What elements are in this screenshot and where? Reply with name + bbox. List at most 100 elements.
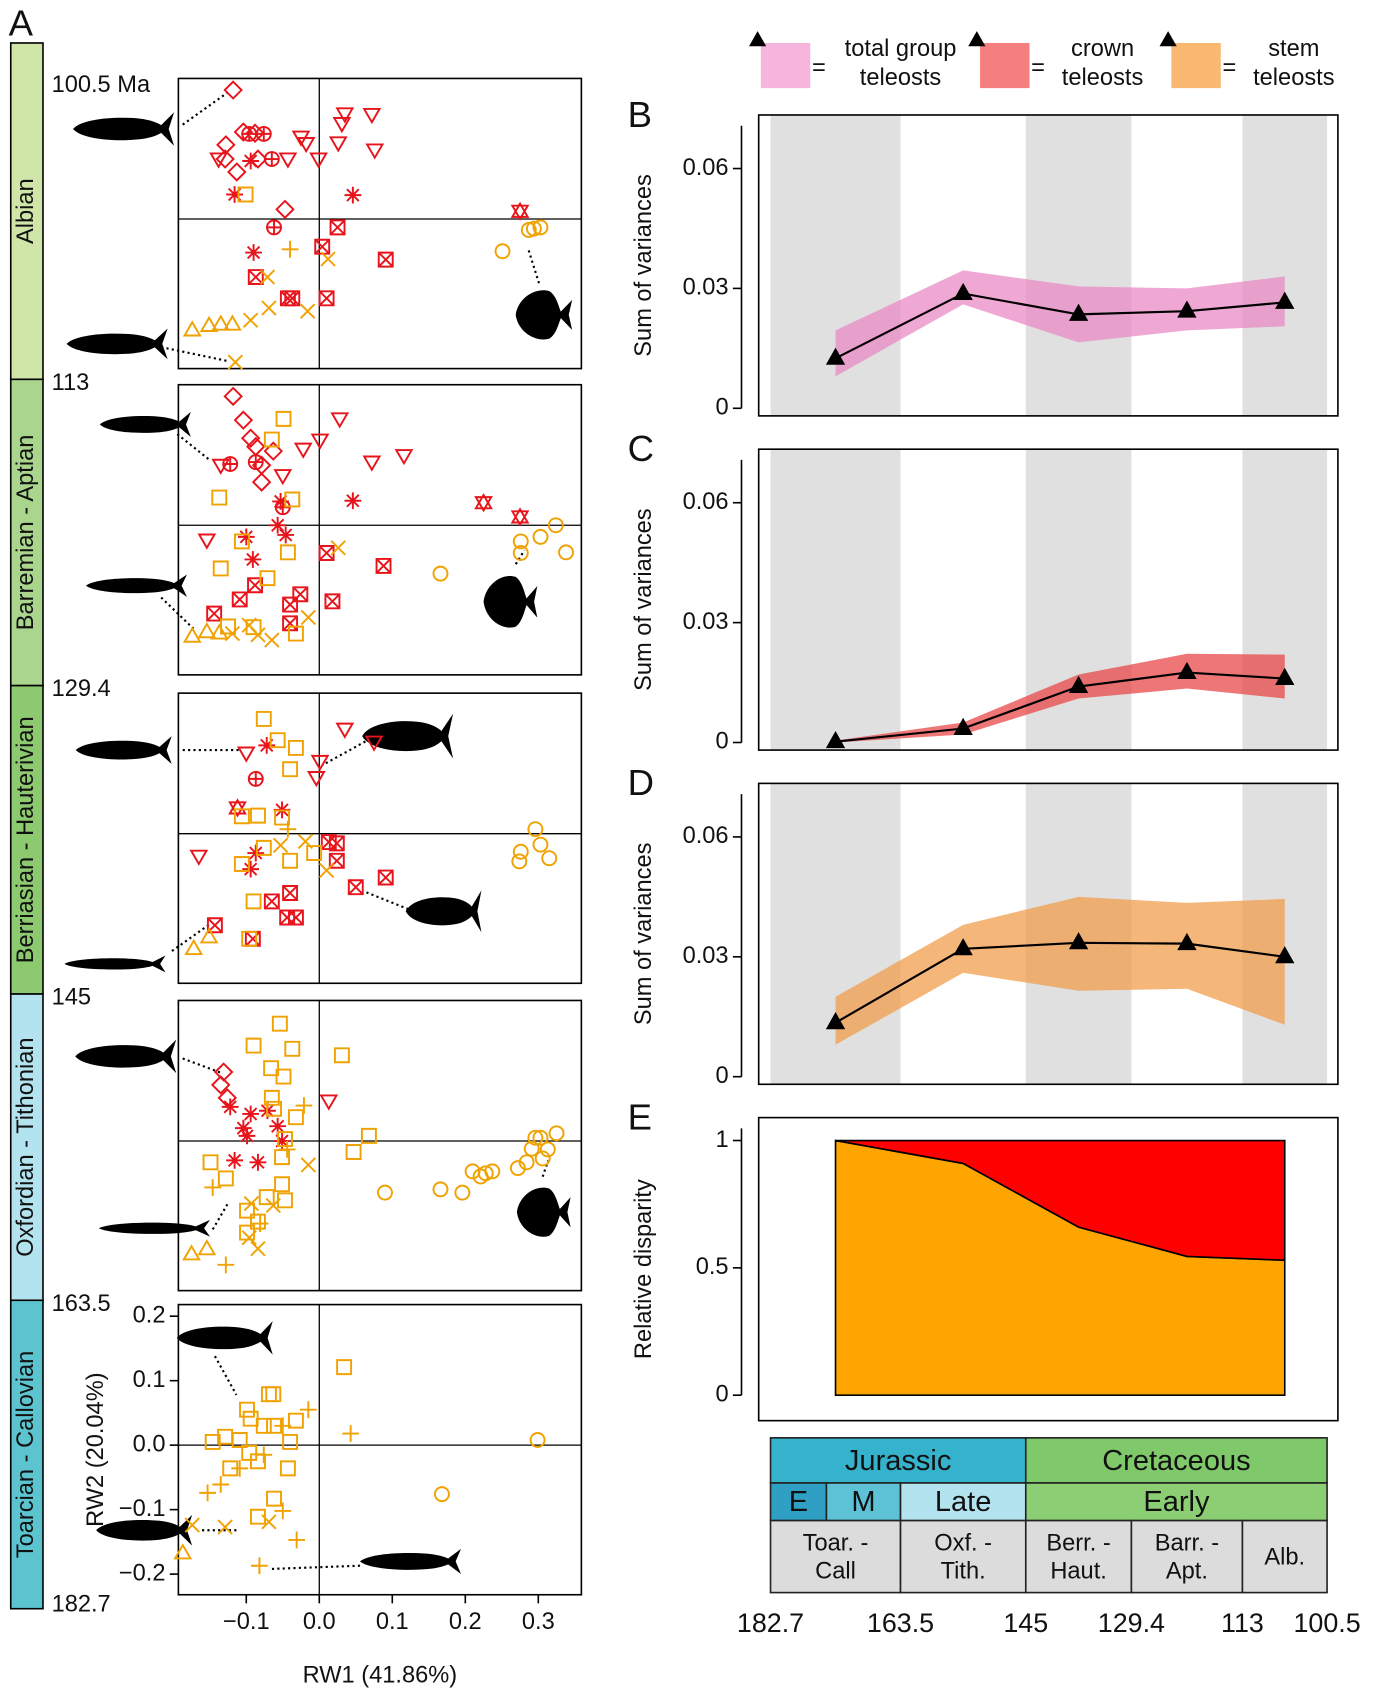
point	[237, 528, 255, 546]
point	[260, 1386, 277, 1403]
point	[547, 517, 564, 534]
point	[432, 1181, 449, 1198]
point	[330, 540, 346, 556]
point	[284, 1040, 301, 1057]
point	[255, 839, 272, 856]
timescale-label: Early	[1143, 1485, 1210, 1518]
point	[272, 493, 289, 510]
y-tick-label: 0.5	[696, 1254, 729, 1280]
y-tick-label: 0.0	[133, 1431, 166, 1457]
point	[241, 930, 258, 947]
legend-triangle	[1159, 31, 1177, 47]
point	[297, 833, 314, 850]
point	[527, 821, 544, 838]
point	[1177, 300, 1197, 318]
point	[825, 1012, 846, 1030]
point	[231, 591, 248, 608]
point	[202, 1154, 219, 1171]
y-tick-label: 0.03	[683, 943, 729, 969]
point	[307, 771, 326, 788]
point	[233, 808, 250, 825]
time-tick-label: 129.4	[1098, 1608, 1165, 1638]
point	[344, 186, 362, 204]
point	[377, 251, 394, 268]
point	[247, 454, 264, 471]
point	[287, 1412, 304, 1429]
point	[299, 303, 316, 319]
stage-shade	[770, 449, 901, 751]
point	[309, 152, 328, 169]
point	[274, 1502, 292, 1520]
point	[261, 300, 277, 316]
point	[279, 909, 296, 926]
panel-label: C	[628, 428, 654, 469]
panel-label: E	[628, 1096, 652, 1137]
x-tick-label: 0.0	[303, 1609, 336, 1635]
point	[364, 735, 384, 752]
legend-sign: =	[812, 55, 826, 81]
point	[226, 1151, 243, 1169]
stage-name: Barremian - Aptian	[13, 435, 39, 631]
point	[277, 526, 295, 544]
plot-frame	[177, 383, 583, 676]
boundary-age: 100.5 Ma	[52, 72, 151, 98]
point	[375, 557, 392, 574]
point	[231, 1432, 248, 1448]
point	[279, 1460, 296, 1477]
point	[365, 143, 385, 160]
point	[318, 545, 335, 561]
confidence-band	[835, 270, 1285, 377]
point	[279, 820, 297, 838]
point	[223, 314, 242, 331]
point	[250, 1213, 266, 1230]
point	[278, 1141, 296, 1158]
y-tick-label: 0.03	[683, 275, 729, 301]
point	[548, 1125, 565, 1142]
point	[333, 1047, 350, 1064]
stage-name: Berriasian - Hauterivian	[13, 716, 39, 963]
point	[287, 625, 304, 642]
point	[226, 186, 243, 203]
point	[266, 1490, 282, 1507]
point	[288, 1531, 306, 1549]
timescale-cell	[1241, 1519, 1328, 1594]
point	[197, 622, 217, 639]
point	[274, 1417, 292, 1435]
point	[329, 219, 346, 236]
point	[532, 836, 549, 853]
point	[255, 1417, 272, 1434]
legend-label: stem teleosts	[1253, 34, 1335, 91]
confidence-band	[835, 653, 1285, 743]
timescale-label: Alb.	[1264, 1542, 1306, 1570]
point	[184, 1517, 200, 1533]
timescale-label: Jurassic	[844, 1443, 952, 1476]
point	[238, 1127, 256, 1145]
point	[209, 152, 228, 169]
point	[204, 1433, 221, 1450]
boundary-age: 145	[52, 985, 91, 1011]
panel-label: D	[628, 762, 654, 803]
point	[264, 632, 280, 648]
point	[494, 243, 511, 260]
point	[197, 1239, 217, 1256]
point	[432, 565, 449, 582]
legend-sign: =	[1222, 55, 1236, 81]
timescale-label: Oxf. - Tith.	[934, 1528, 993, 1584]
plot-frame	[757, 782, 1339, 1086]
point	[1177, 661, 1197, 680]
point	[273, 469, 293, 486]
point	[282, 852, 299, 869]
point	[223, 80, 243, 100]
point	[263, 151, 280, 167]
point	[272, 837, 289, 853]
point	[217, 1170, 234, 1187]
point	[529, 1432, 546, 1448]
point	[558, 544, 574, 561]
point	[523, 1140, 540, 1157]
y-axis-label: Sum of variances	[631, 174, 657, 357]
timescale-label: Cretaceous	[1102, 1443, 1251, 1476]
point	[825, 347, 846, 365]
y-tick-label: 0.2	[133, 1302, 166, 1328]
point	[217, 1519, 233, 1535]
